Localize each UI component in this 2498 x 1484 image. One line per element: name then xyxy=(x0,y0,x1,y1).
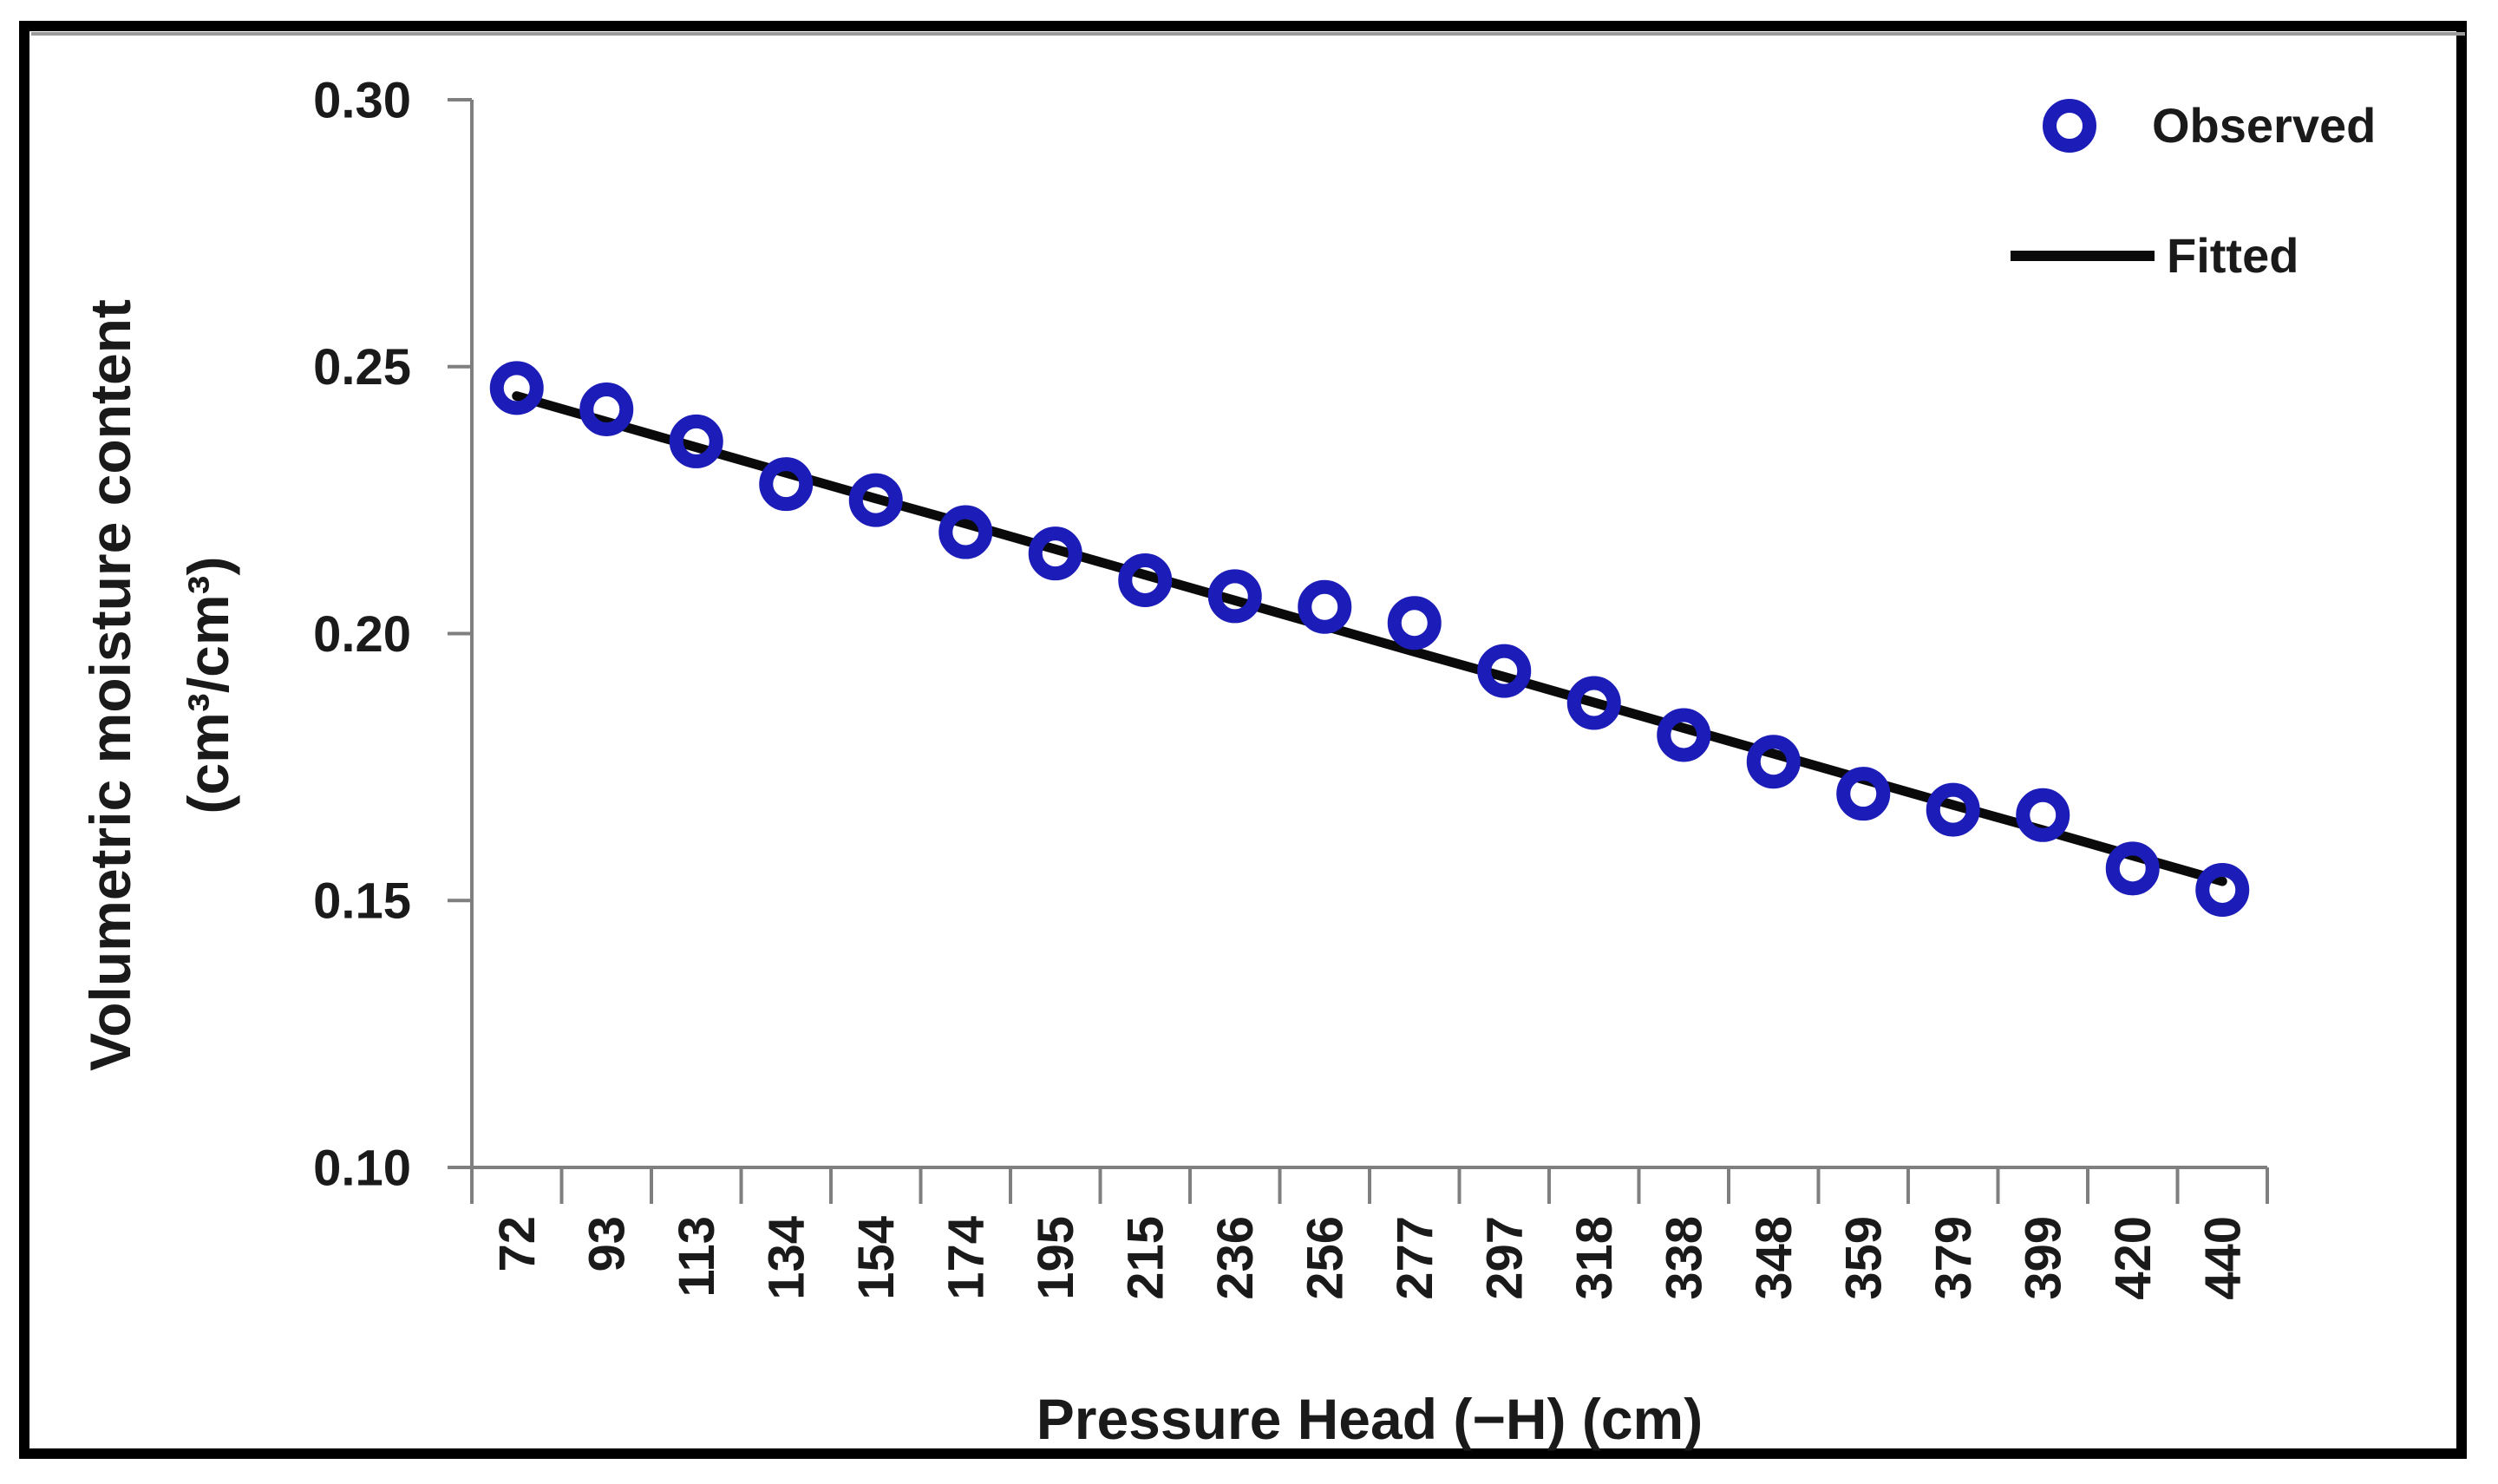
observed-point xyxy=(489,361,544,415)
observed-point xyxy=(1207,569,1262,624)
x-tick-label: 440 xyxy=(2195,1216,2252,1300)
observed-point xyxy=(1298,579,1352,634)
observed-point xyxy=(1387,596,1442,650)
x-tick-label: 195 xyxy=(1028,1216,1084,1300)
observed-point xyxy=(1836,767,1891,821)
legend-item-fitted: Fitted xyxy=(2011,227,2299,284)
x-tick-label: 154 xyxy=(848,1216,905,1300)
y-tick-label: 0.25 xyxy=(313,339,411,396)
x-axis-title: Pressure Head (−H) (cm) xyxy=(1036,1387,1703,1451)
y-tick-label: 0.30 xyxy=(313,72,411,128)
observed-point xyxy=(1118,552,1173,607)
observed-point xyxy=(2195,862,2250,917)
x-tick-label: 174 xyxy=(938,1216,995,1300)
legend-label-fitted: Fitted xyxy=(2167,228,2299,283)
observed-point xyxy=(1028,526,1082,581)
observed-point xyxy=(2105,841,2160,896)
line-swatch-icon xyxy=(2011,250,2155,261)
x-tick-label: 348 xyxy=(1746,1216,1802,1300)
observed-point xyxy=(1566,676,1621,730)
x-tick-label: 399 xyxy=(2016,1216,2072,1300)
x-tick-label: 338 xyxy=(1657,1216,1713,1300)
x-tick-label: 72 xyxy=(489,1216,546,1272)
x-tick-label: 318 xyxy=(1566,1216,1623,1300)
x-tick-label: 420 xyxy=(2105,1216,2161,1300)
observed-point xyxy=(669,414,723,468)
open-circle-icon xyxy=(2043,98,2096,153)
observed-point xyxy=(938,505,993,559)
observed-point xyxy=(1477,644,1532,698)
x-tick-label: 256 xyxy=(1298,1216,1354,1300)
x-tick-label: 113 xyxy=(669,1216,725,1298)
x-tick-label: 297 xyxy=(1477,1216,1533,1300)
y-tick-label: 0.15 xyxy=(313,873,411,930)
observed-point xyxy=(759,457,814,512)
y-axis-title: Volumetric moisture content xyxy=(78,299,142,1071)
chart-area-top-border xyxy=(31,32,2465,36)
x-tick-label: 359 xyxy=(1836,1216,1893,1300)
legend-item-observed: Observed xyxy=(2043,97,2376,154)
x-tick-label: 134 xyxy=(759,1216,815,1300)
x-tick-label: 215 xyxy=(1118,1216,1174,1300)
observed-point xyxy=(1657,708,1711,762)
observed-point xyxy=(1746,735,1801,789)
y-axis-units: (cm³/cm³) xyxy=(176,556,240,814)
y-tick-label: 0.20 xyxy=(313,606,411,663)
observed-point xyxy=(579,382,634,436)
y-tick-label: 0.10 xyxy=(313,1140,411,1196)
x-tick-label: 379 xyxy=(1926,1216,1982,1300)
observed-point xyxy=(1926,782,1980,837)
observed-point xyxy=(2016,788,2070,842)
x-tick-label: 277 xyxy=(1387,1216,1443,1300)
legend-label-observed: Observed xyxy=(2152,98,2377,153)
x-tick-label: 93 xyxy=(579,1216,636,1272)
x-tick-label: 236 xyxy=(1207,1216,1264,1300)
observed-point xyxy=(848,473,903,527)
